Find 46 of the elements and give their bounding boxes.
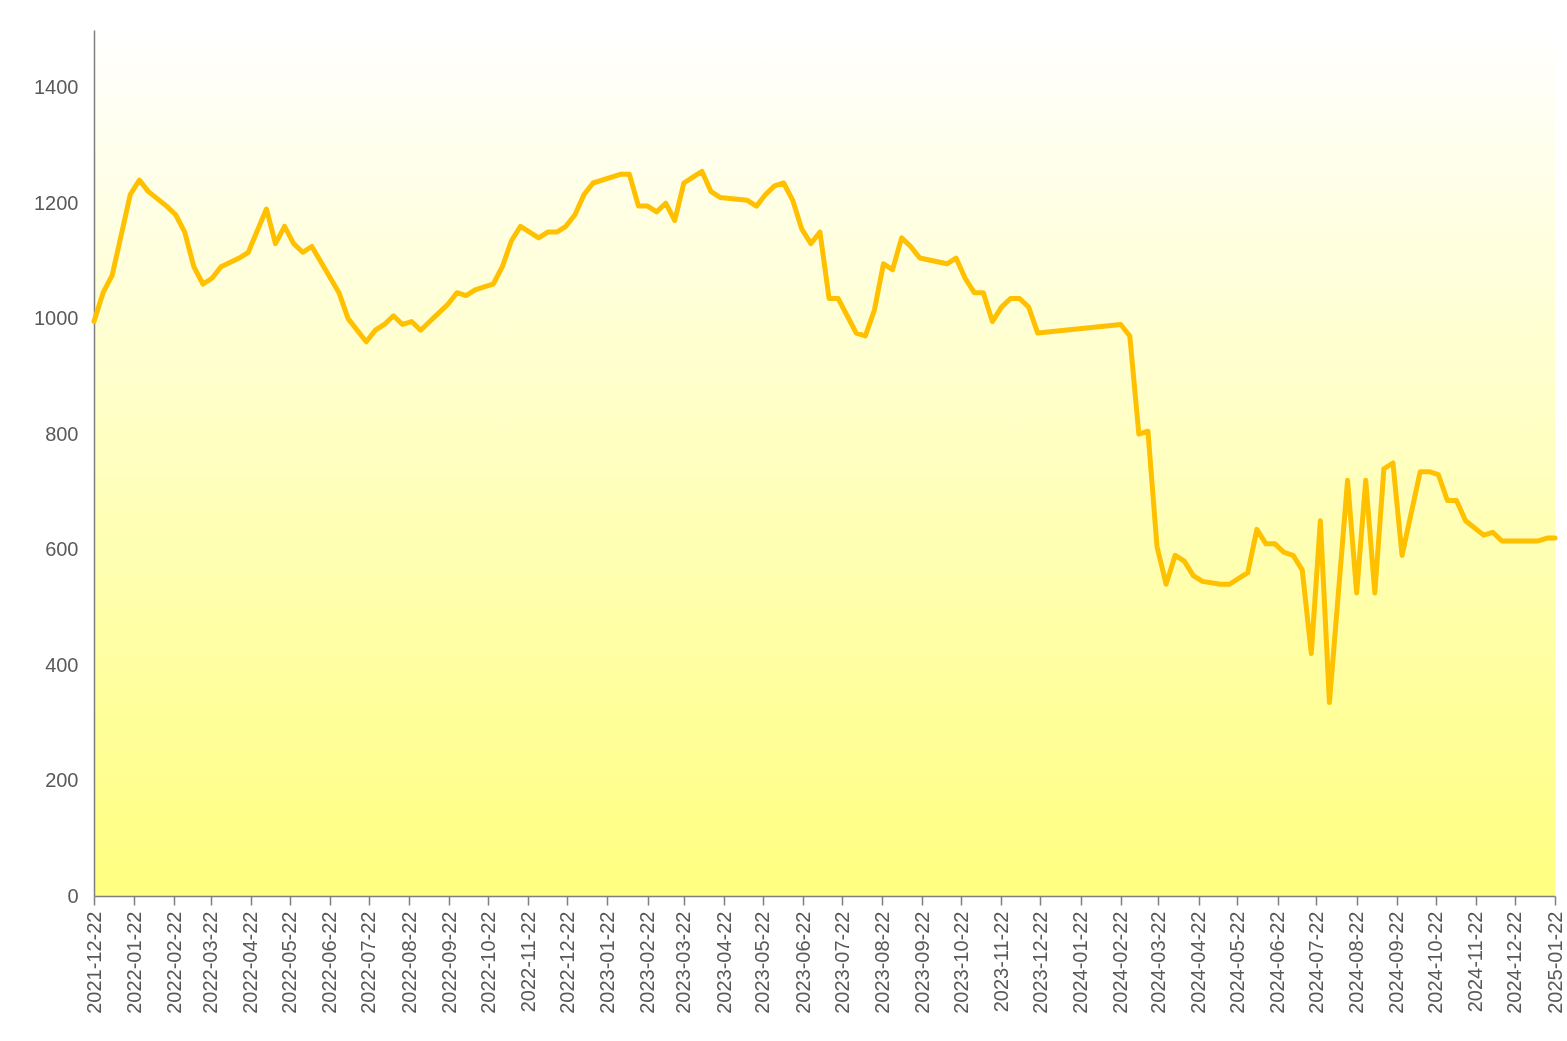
- x-tick-label: 2023-10-22: [949, 911, 972, 1014]
- x-tick-label: 2024-10-22: [1424, 911, 1447, 1014]
- x-tick-label: 2022-01-22: [122, 911, 145, 1014]
- x-tick-label: 2023-12-22: [1028, 911, 1051, 1014]
- x-tick-label: 2023-09-22: [910, 911, 933, 1014]
- x-tick-label: 2023-11-22: [989, 911, 1012, 1013]
- x-tick-label: 2024-02-22: [1109, 911, 1132, 1014]
- x-tick-label: 2024-05-22: [1225, 911, 1248, 1014]
- x-tick-label: 2022-12-22: [555, 911, 578, 1014]
- x-tick-label: 2024-08-22: [1345, 911, 1368, 1014]
- y-tick-label: 1400: [34, 76, 79, 99]
- x-tick-label: 2023-02-22: [636, 911, 659, 1014]
- x-tick-label: 2022-04-22: [239, 911, 262, 1014]
- x-tick-label: 2025-01-22: [1543, 911, 1566, 1014]
- x-tick-label: 2022-06-22: [318, 911, 341, 1014]
- x-tick-label: 2024-03-22: [1146, 911, 1169, 1014]
- x-tick-label: 2023-04-22: [712, 911, 735, 1014]
- x-tick-label: 2023-05-22: [751, 911, 774, 1014]
- y-tick-label: 1200: [34, 191, 79, 214]
- x-tick-label: 2023-03-22: [672, 911, 695, 1014]
- x-tick-label: 2023-01-22: [595, 911, 618, 1014]
- y-tick-label: 600: [45, 538, 79, 561]
- x-tick-label: 2024-04-22: [1187, 911, 1209, 1014]
- x-tick-label: 2024-07-22: [1304, 911, 1327, 1014]
- x-tick-label: 2023-07-22: [830, 911, 853, 1014]
- x-tick-label: 2022-08-22: [397, 911, 420, 1014]
- x-tick-label: 2024-11-22: [1464, 911, 1487, 1013]
- x-tick-label: 2022-05-22: [278, 911, 301, 1014]
- x-tick-label: 2022-11-22: [516, 911, 539, 1013]
- x-tick-label: 2022-03-22: [199, 911, 222, 1014]
- x-tick-label: 2023-08-22: [870, 911, 893, 1014]
- x-tick-label: 2022-10-22: [476, 911, 499, 1014]
- x-tick-label: 2024-09-22: [1385, 911, 1408, 1014]
- y-tick-label: 200: [45, 769, 79, 792]
- y-tick-label: 1000: [34, 307, 79, 330]
- x-tick-label: 2022-09-22: [437, 911, 460, 1014]
- y-tick-label: 400: [45, 653, 79, 676]
- y-tick-label: 0: [67, 884, 79, 907]
- x-tick-label: 2022-02-22: [162, 911, 185, 1014]
- x-tick-label: 2022-07-22: [357, 911, 380, 1014]
- x-tick-label: 2024-12-22: [1503, 911, 1526, 1014]
- x-tick-label: 2024-01-22: [1069, 911, 1092, 1014]
- y-tick-label: 800: [45, 422, 79, 445]
- x-tick-label: 2024-06-22: [1266, 911, 1289, 1014]
- x-tick-label: 2021-12-22: [82, 911, 105, 1014]
- x-tick-label: 2023-06-22: [791, 911, 814, 1014]
